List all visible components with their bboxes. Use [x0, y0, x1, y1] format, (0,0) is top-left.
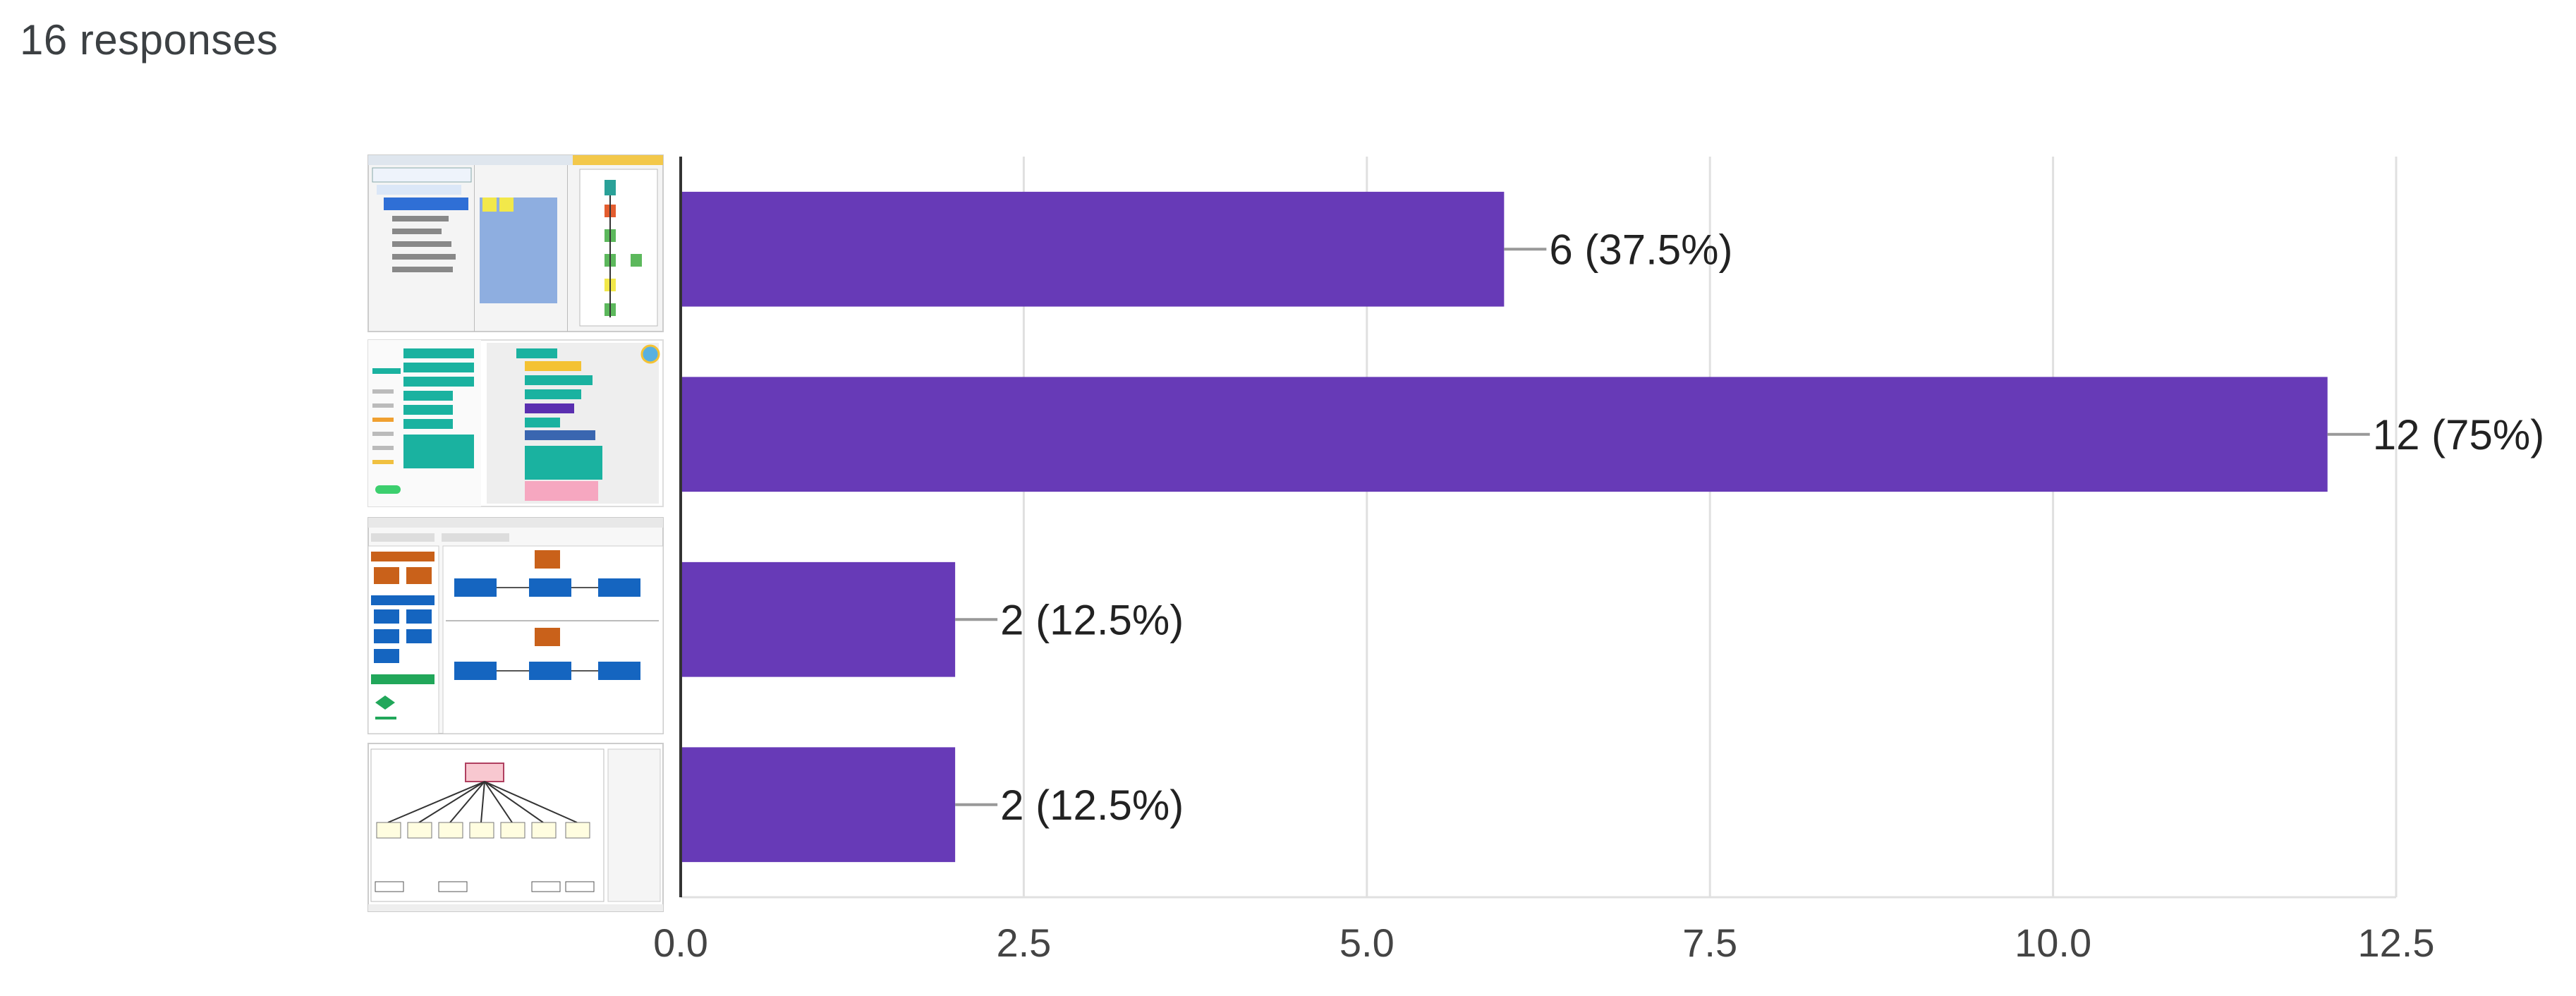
- data-label: 6 (37.5%): [1549, 226, 1732, 273]
- x-tick-label: 12.5: [2358, 921, 2435, 965]
- bar-3: [682, 561, 956, 677]
- x-tick-label: 5.0: [1339, 921, 1395, 965]
- x-tick-label: 10.0: [2015, 921, 2091, 965]
- category-image-task-design: [367, 517, 664, 734]
- bar-1: [682, 191, 1505, 307]
- grid-lines: [681, 157, 2398, 899]
- bar-2: [682, 377, 2328, 492]
- x-axis-ticks: 0.0 2.5 5.0 7.5 10.0 12.5: [653, 921, 2434, 965]
- category-image-block-programming: [367, 339, 664, 507]
- category-image-hierarchy-diagram: [367, 743, 664, 912]
- x-tick-label: 0.0: [653, 921, 708, 965]
- responses-count: 16 responses: [20, 16, 279, 63]
- data-labels: 6 (37.5%) 12 (75%) 2 (12.5%) 2 (12.5%): [955, 226, 2544, 829]
- data-label: 2 (12.5%): [1000, 596, 1184, 643]
- x-tick-label: 2.5: [996, 921, 1051, 965]
- bars: [682, 191, 2328, 863]
- data-label: 2 (12.5%): [1000, 782, 1184, 829]
- category-image-program-flow: [367, 154, 664, 332]
- bar-4: [682, 747, 956, 863]
- category-thumbnails: [367, 154, 664, 912]
- data-label: 12 (75%): [2373, 411, 2544, 458]
- x-tick-label: 7.5: [1682, 921, 1737, 965]
